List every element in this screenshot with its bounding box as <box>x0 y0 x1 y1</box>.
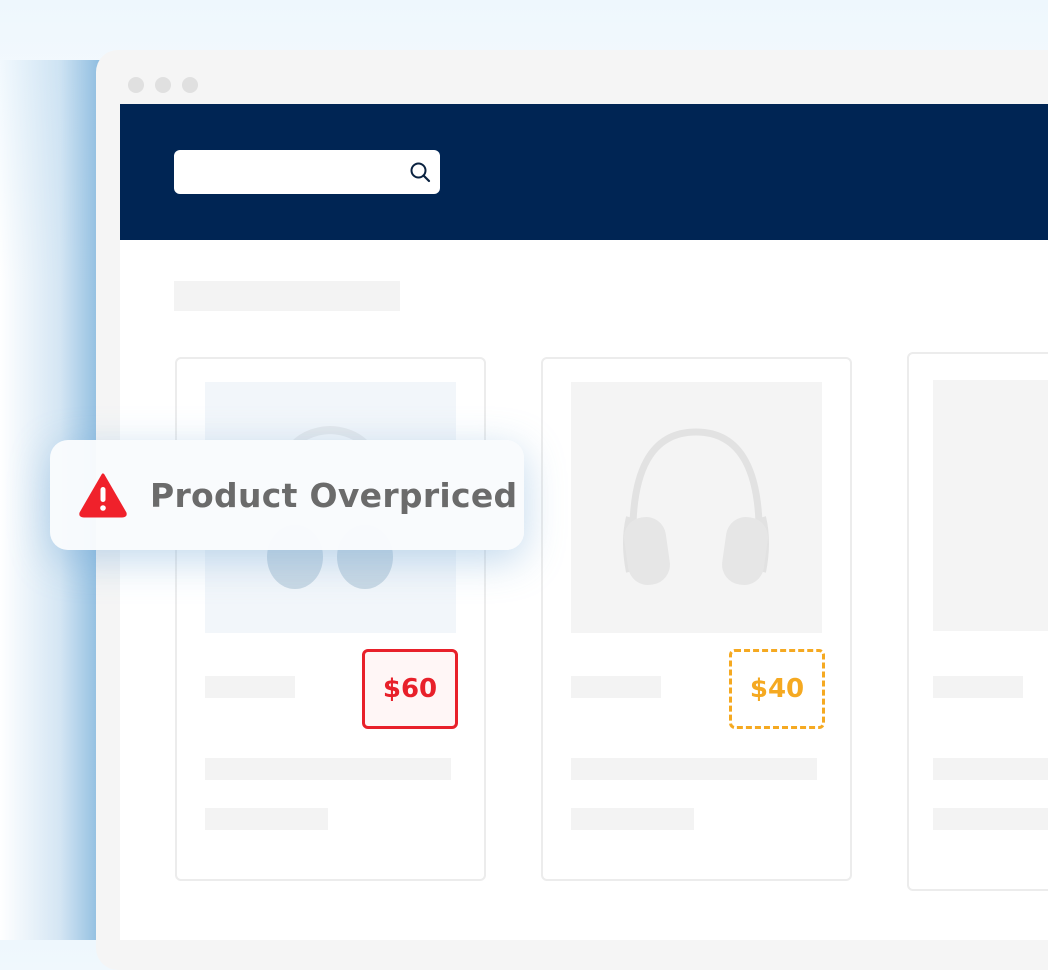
window-dot[interactable] <box>155 77 171 93</box>
search-icon[interactable] <box>408 160 432 184</box>
text-skeleton <box>205 676 295 698</box>
text-skeleton <box>571 676 661 698</box>
text-skeleton <box>933 808 1048 830</box>
text-skeleton <box>205 758 451 780</box>
text-skeleton <box>933 676 1023 698</box>
warning-triangle-icon <box>79 473 127 518</box>
overpriced-alert: Product Overpriced <box>50 440 524 550</box>
text-skeleton <box>571 758 817 780</box>
title-skeleton <box>174 281 400 311</box>
price-tag-warning: $40 <box>729 649 825 729</box>
alert-text: Product Overpriced <box>150 475 518 515</box>
product-image <box>933 380 1048 631</box>
search-input[interactable] <box>174 150 440 194</box>
text-skeleton <box>571 808 694 830</box>
headphones-icon <box>623 428 769 586</box>
text-skeleton <box>205 808 328 830</box>
window-dot[interactable] <box>182 77 198 93</box>
product-image <box>571 382 822 633</box>
text-skeleton <box>933 758 1048 780</box>
window-dot[interactable] <box>128 77 144 93</box>
price-tag-overpriced: $60 <box>362 649 458 729</box>
